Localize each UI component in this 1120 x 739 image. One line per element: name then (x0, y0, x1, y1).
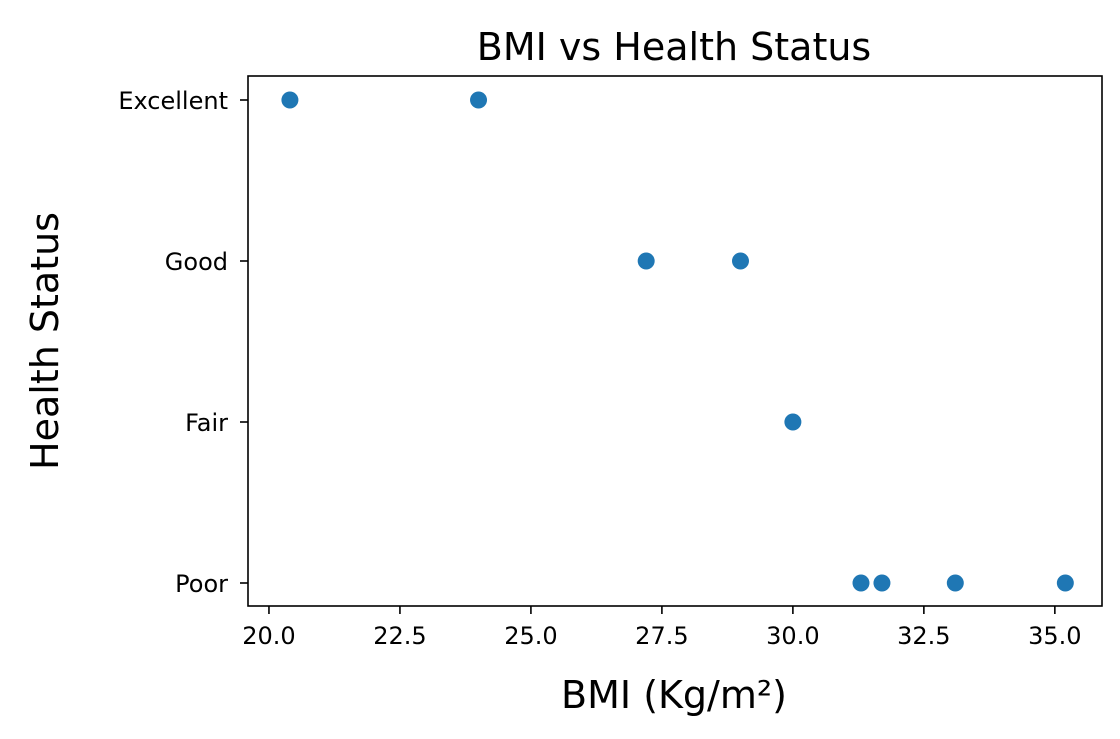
x-tick-label: 27.5 (635, 622, 688, 650)
x-axis: 20.0 22.5 25.0 27.5 30.0 32.5 35.0 (242, 606, 1082, 650)
data-point (731, 252, 749, 270)
chart-title: BMI vs Health Status (477, 25, 871, 69)
x-tick-label: 30.0 (766, 622, 819, 650)
data-point (637, 252, 655, 270)
x-axis-label: BMI (Kg/m²) (561, 673, 787, 717)
data-points (281, 91, 1074, 592)
y-tick-label: Excellent (118, 87, 228, 115)
data-point (784, 413, 802, 431)
x-tick-label: 35.0 (1028, 622, 1081, 650)
data-point (1056, 574, 1074, 592)
x-tick-label: 20.0 (242, 622, 295, 650)
plot-area-frame (247, 75, 1103, 607)
y-tick-label: Poor (175, 570, 228, 598)
y-axis: Poor Fair Good Excellent (118, 87, 248, 598)
x-tick-label: 25.0 (504, 622, 557, 650)
data-point (852, 574, 870, 592)
data-point (281, 91, 299, 109)
y-axis-label: Health Status (23, 212, 67, 470)
x-tick-label: 22.5 (373, 622, 426, 650)
y-tick-label: Fair (185, 409, 228, 437)
x-tick-label: 32.5 (897, 622, 950, 650)
y-tick-label: Good (165, 248, 228, 276)
data-point (470, 91, 488, 109)
data-point (873, 574, 891, 592)
data-point (946, 574, 964, 592)
